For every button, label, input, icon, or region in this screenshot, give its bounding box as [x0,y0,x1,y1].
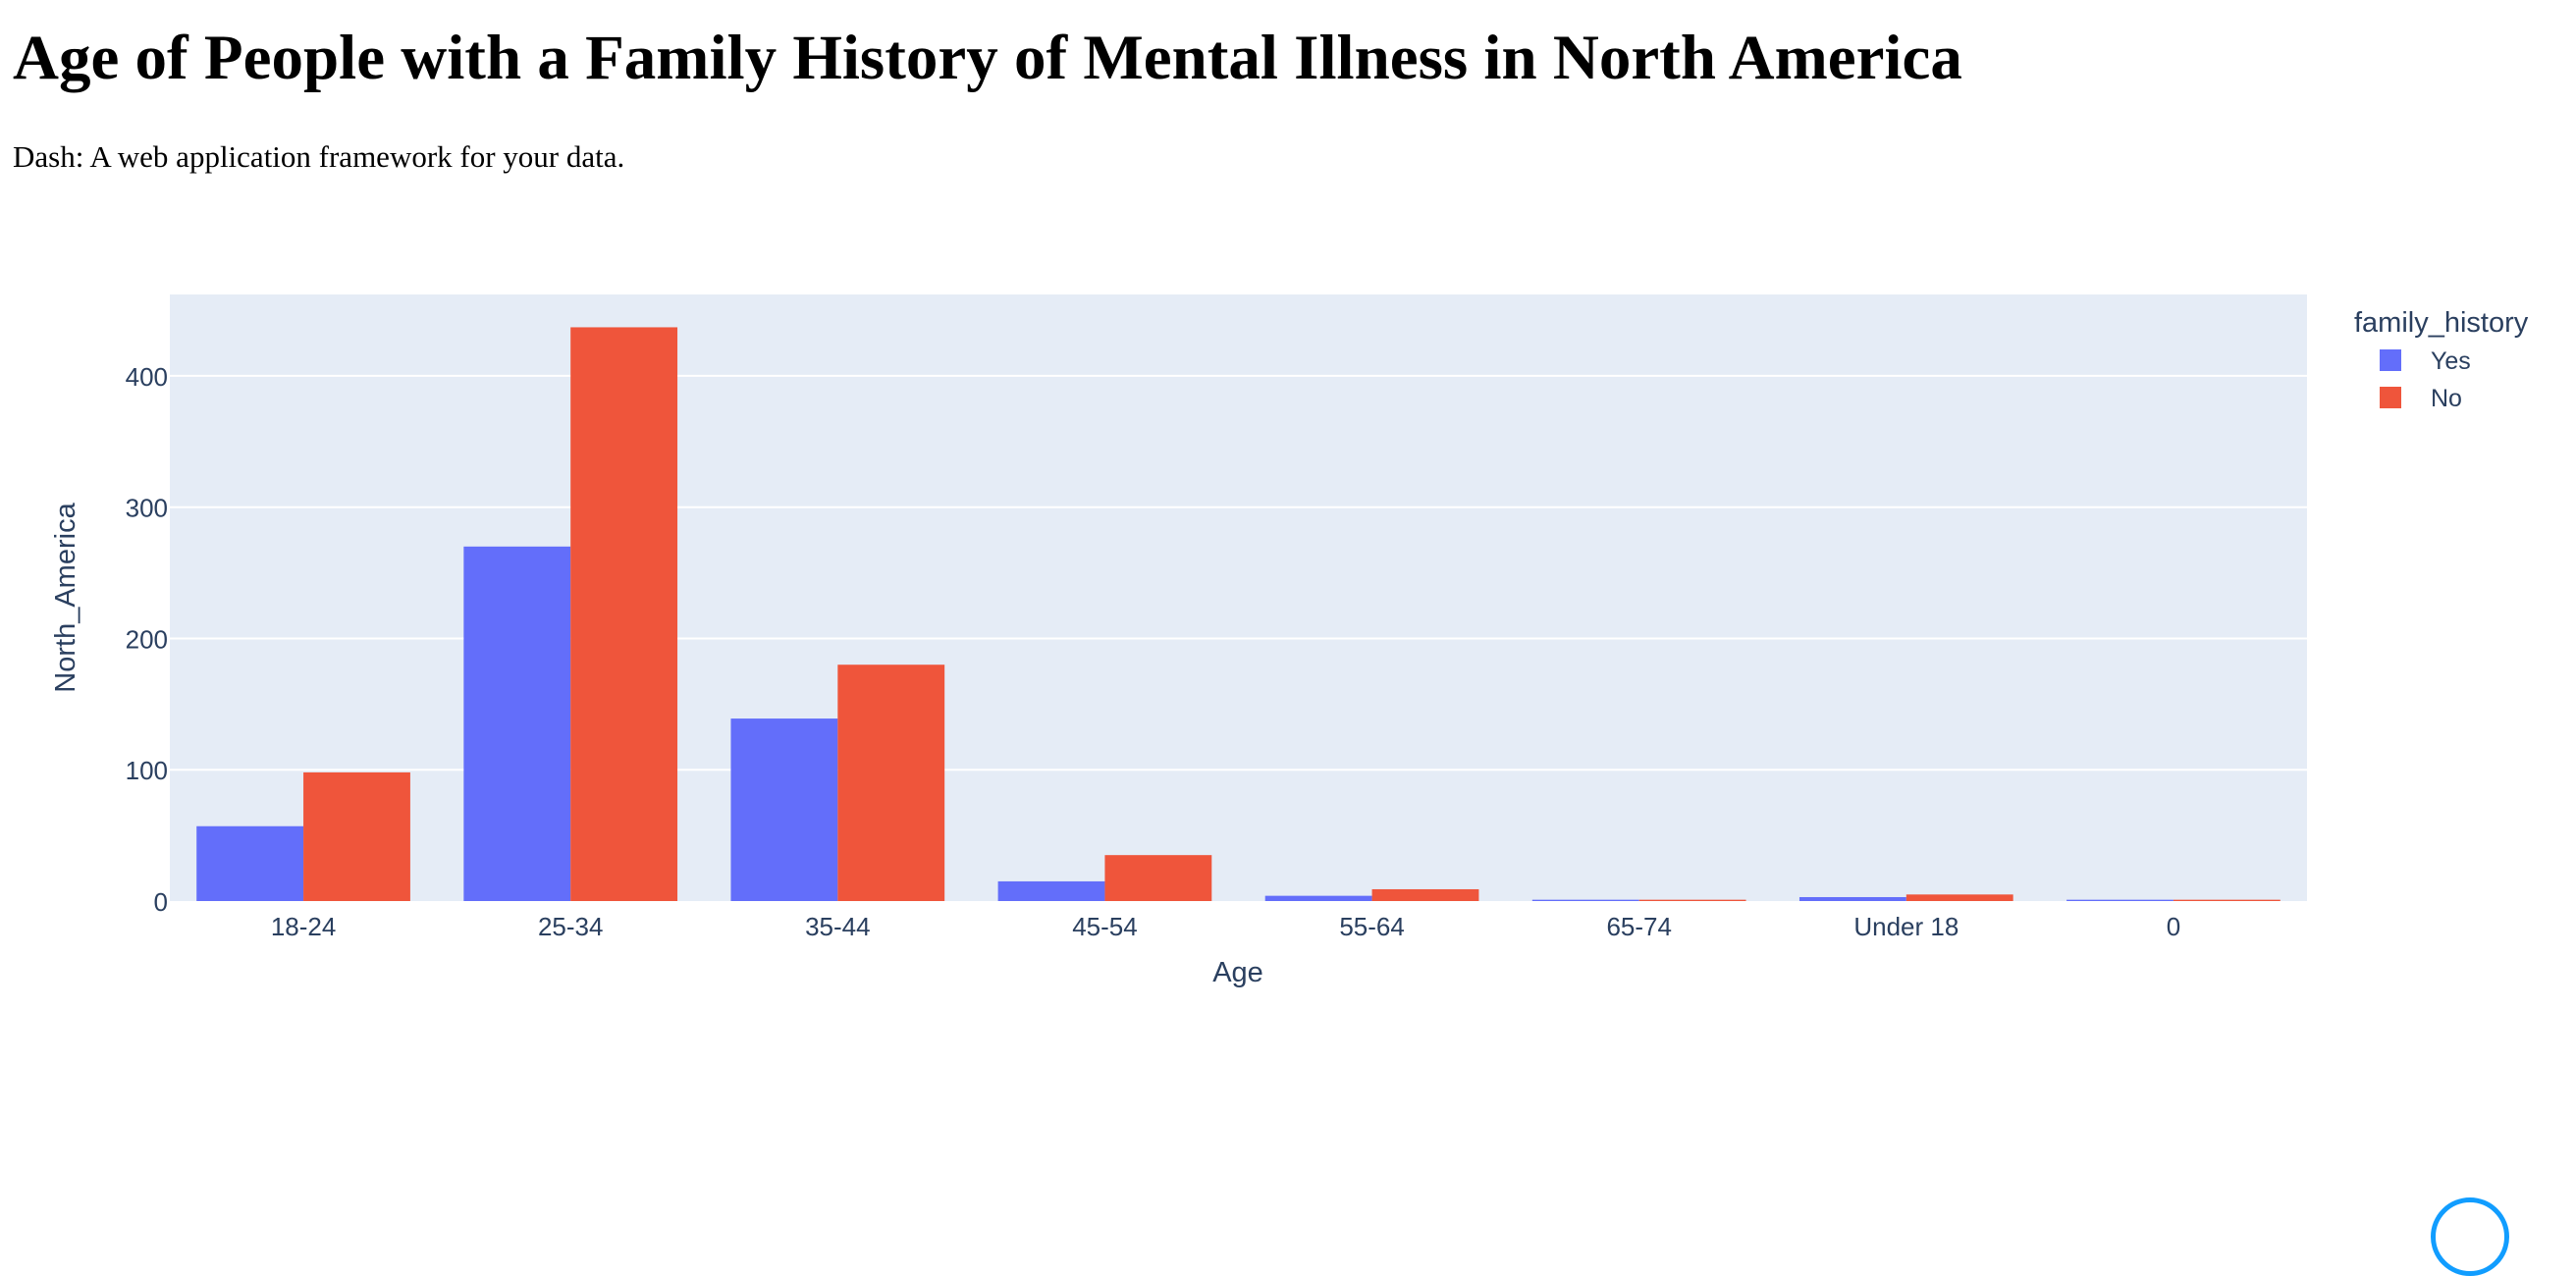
bar-yes-18-24 [196,825,304,901]
x-tick-label: 35-44 [805,912,871,941]
x-tick-label: 25-34 [538,912,604,941]
bar-yes-55-64 [1264,895,1372,901]
bar-no-18-24 [303,771,410,901]
bar-no-0 [2173,899,2281,901]
bars [196,327,2281,902]
bar-no-45-54 [1104,855,1212,901]
x-axis-ticks: 18-24 25-34 35-44 45-54 55-64 65-74 Under 18 0 [271,912,2180,941]
bar-yes-0 [2066,899,2174,901]
y-tick-label: 300 [126,494,168,523]
legend-label-no: No [2431,385,2462,412]
y-tick-label: 0 [154,887,168,917]
x-tick-label: 0 [2167,912,2180,941]
legend-title: family_history [2354,307,2529,339]
bar-no-55-64 [1371,888,1479,901]
bar-no-25-34 [570,327,678,902]
legend-label-yes: Yes [2431,347,2471,375]
legend: Yes No [2380,347,2471,412]
bar-yes-35-44 [730,718,838,901]
x-axis-title: Age [1212,957,1263,988]
x-tick-label: 45-54 [1072,912,1138,941]
y-tick-label: 400 [126,362,168,392]
y-axis-ticks: 0 100 200 300 400 [126,362,168,917]
bar-yes-65-74 [1531,899,1639,901]
bar-no-35-44 [837,665,945,901]
x-tick-label: 65-74 [1606,912,1672,941]
x-tick-label: Under 18 [1853,912,1959,941]
bar-no-65-74 [1638,899,1746,901]
bar-no-under-18 [1905,894,2013,901]
x-tick-label: 18-24 [271,912,337,941]
x-tick-label: 55-64 [1339,912,1405,941]
bar-yes-45-54 [997,880,1105,901]
y-axis-title: North_America [50,502,81,692]
page-subtitle: Dash: A web application framework for yo… [13,139,625,174]
page-title: Age of People with a Family History of M… [13,23,1962,93]
bar-yes-25-34 [463,546,571,901]
legend-swatch-no [2380,387,2401,408]
dash-logo-icon [2431,1197,2509,1276]
legend-swatch-yes [2380,349,2401,371]
y-tick-label: 100 [126,756,168,785]
bar-chart: 0 100 200 300 400 18-24 25-34 35-44 45-54 55-64 6… [50,294,2529,988]
y-tick-label: 200 [126,624,168,654]
bar-yes-under-18 [1798,896,1906,901]
